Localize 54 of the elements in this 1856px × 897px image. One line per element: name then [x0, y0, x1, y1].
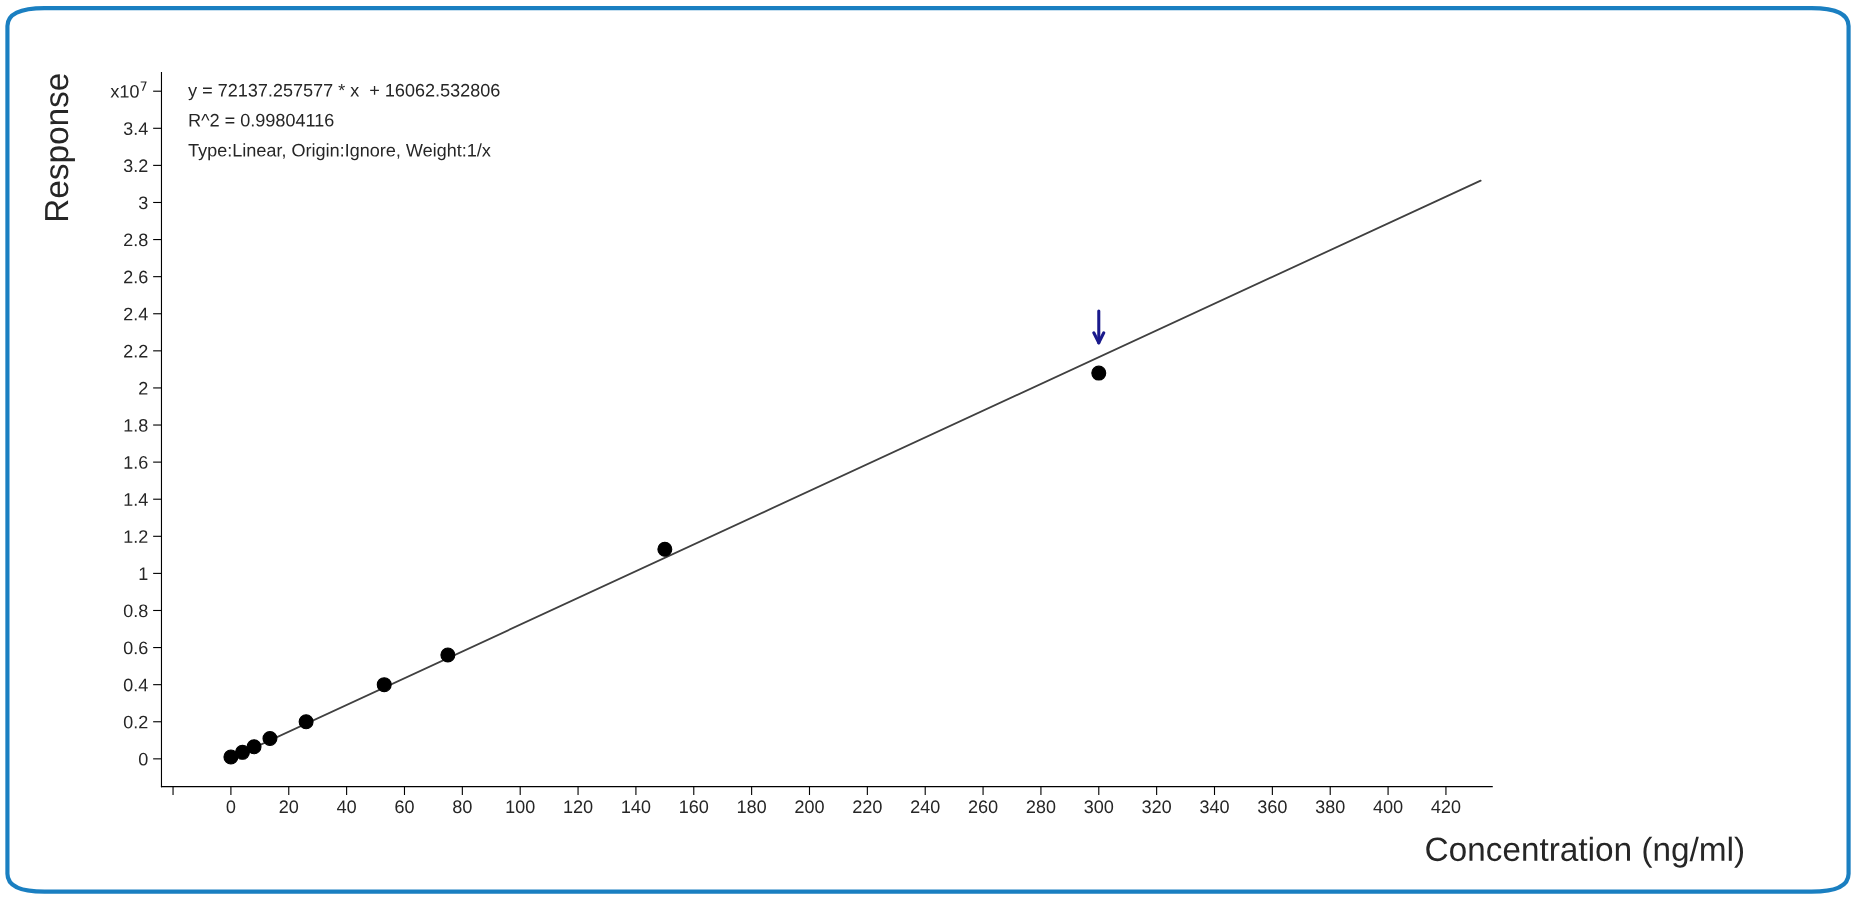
y-tick-label: 3 [138, 196, 148, 210]
x-tick-label: 280 [1026, 800, 1056, 814]
x-tick-label: 20 [279, 800, 299, 814]
y-tick-label: 3.2 [123, 159, 148, 173]
x-tick-label: 120 [564, 800, 593, 814]
point [262, 730, 278, 746]
x-tick-label: 360 [1257, 800, 1287, 814]
x-tick-label: 300 [1084, 800, 1114, 814]
y-axis-title: Response [45, 74, 75, 221]
x-tick-label: 160 [680, 800, 709, 814]
annotation: y = 72137.257577 * x + 16062.532806 [188, 83, 500, 101]
y-tick-label: 1.8 [124, 418, 148, 432]
point [246, 739, 262, 755]
x-tick-label: 400 [1373, 800, 1403, 814]
x-tick-label: 220 [853, 800, 882, 814]
y-tick-label: 1.2 [124, 530, 148, 543]
x-tick-label: 40 [336, 800, 356, 814]
y-tick-label: 2 [139, 381, 148, 395]
y-tick-label: 1 [139, 567, 148, 580]
x-tick-label: 180 [737, 800, 766, 814]
x-tick-label: 80 [453, 800, 472, 814]
point [657, 541, 673, 557]
x-tick-label: 380 [1315, 800, 1345, 814]
y-tick-label: 0.2 [123, 715, 148, 729]
point [440, 647, 456, 663]
y-tick-label: 2.6 [124, 270, 148, 284]
y-tick-label: 0.4 [123, 678, 148, 692]
y-tick-label: 1.4 [124, 493, 148, 506]
x-tick-label: 100 [506, 800, 535, 814]
x-tick-label: 0 [226, 800, 236, 814]
y-tick-label: 2.2 [124, 344, 148, 358]
x-tick-label: 140 [622, 800, 651, 814]
x-tick-label: 420 [1431, 800, 1461, 814]
y-tick-label: x10$^{7}$ [110, 81, 147, 98]
x-tick-label: 260 [968, 800, 998, 814]
x-axis-title: Concentration (ng/ml) [1426, 836, 1744, 868]
x-tick-label: 240 [911, 800, 940, 814]
y-tick-label: 1.6 [124, 456, 148, 469]
y-tick-label: 0 [138, 752, 148, 766]
y-tick-label: 3.4 [123, 122, 148, 136]
x-tick-label: 60 [395, 800, 414, 814]
point [298, 714, 314, 730]
annotation: R^2 = 0.99804116 [189, 113, 334, 127]
x-tick-label: 340 [1200, 800, 1229, 814]
y-tick-label: 2.8 [124, 233, 148, 247]
annotation: Type:Linear, Origin:Ignore, Weight:1/x [188, 143, 491, 161]
point [1091, 365, 1107, 381]
y-tick-label: 0.6 [123, 641, 148, 655]
point [376, 677, 392, 693]
point [234, 744, 250, 760]
x-tick-label: 320 [1142, 800, 1171, 814]
y-tick-label: 2.4 [124, 307, 148, 321]
y-tick-label: 0.8 [123, 604, 148, 618]
x-tick-label: 200 [795, 800, 824, 814]
